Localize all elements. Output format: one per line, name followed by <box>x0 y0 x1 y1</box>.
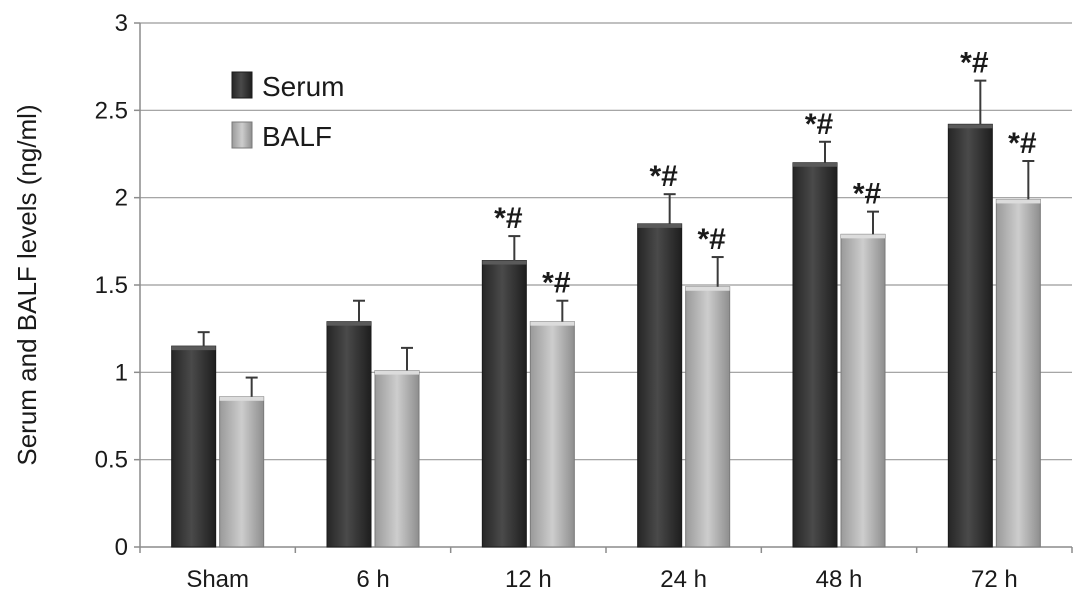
significance-label: *# <box>697 223 726 256</box>
bar-balf <box>374 370 420 548</box>
significance-label: *# <box>649 160 678 193</box>
bar-top <box>375 370 419 375</box>
y-tick-label: 0.5 <box>95 447 128 474</box>
legend: Serum BALF <box>231 71 344 152</box>
bar-serum <box>947 123 993 548</box>
bar-top <box>219 396 264 401</box>
axes <box>134 22 1073 553</box>
legend-label-serum: Serum <box>262 71 344 102</box>
bar-top <box>996 199 1041 204</box>
x-tick-label: 48 h <box>816 566 863 593</box>
bar-top <box>841 234 885 239</box>
bar-top <box>327 321 371 326</box>
significance-label: *# <box>1008 127 1037 160</box>
bar-balf <box>529 321 575 548</box>
y-tick-label: 3 <box>115 10 128 37</box>
bar-top <box>793 162 837 167</box>
significance-label: *# <box>542 267 571 300</box>
legend-swatch-serum <box>231 71 253 99</box>
bar-balf <box>685 286 731 548</box>
bar-top <box>637 223 682 228</box>
bar-top <box>685 286 730 291</box>
legend-swatch-balf <box>231 121 253 149</box>
significance-label: *# <box>960 47 989 80</box>
x-tick-label: 72 h <box>971 566 1018 593</box>
bar-serum <box>792 162 838 548</box>
legend-label-balf: BALF <box>262 121 332 152</box>
bar-top <box>530 321 575 326</box>
bar-balf <box>840 233 886 548</box>
bar-serum <box>481 260 527 548</box>
labels: 0 0.5 1 1.5 2 2.5 3 Serum and BALF levels (ng/m… <box>12 10 1037 593</box>
significance-label: *# <box>853 178 882 211</box>
y-tick-label: 1.5 <box>95 272 128 299</box>
significance-label: *# <box>805 108 834 141</box>
bars <box>171 79 1041 548</box>
bar-serum <box>171 345 217 548</box>
bar-top <box>171 346 216 351</box>
bar-serum <box>326 321 372 548</box>
bar-top <box>948 124 993 129</box>
bar-balf <box>219 396 265 548</box>
x-tick-label: 24 h <box>660 566 707 593</box>
y-tick-label: 2.5 <box>95 97 128 124</box>
bar-balf <box>995 198 1041 548</box>
gridlines <box>140 22 1072 461</box>
significance-label: *# <box>494 202 523 235</box>
x-tick-label: 6 h <box>356 566 389 593</box>
y-tick-label: 2 <box>115 185 128 212</box>
x-tick-label: Sham <box>186 566 249 593</box>
y-tick-label: 1 <box>115 359 128 386</box>
x-tick-label: 12 h <box>505 566 552 593</box>
y-tick-label: 0 <box>115 534 128 561</box>
bar-serum <box>637 223 683 548</box>
y-axis-title: Serum and BALF levels (ng/ml) <box>12 104 42 465</box>
bar-top <box>482 260 527 265</box>
